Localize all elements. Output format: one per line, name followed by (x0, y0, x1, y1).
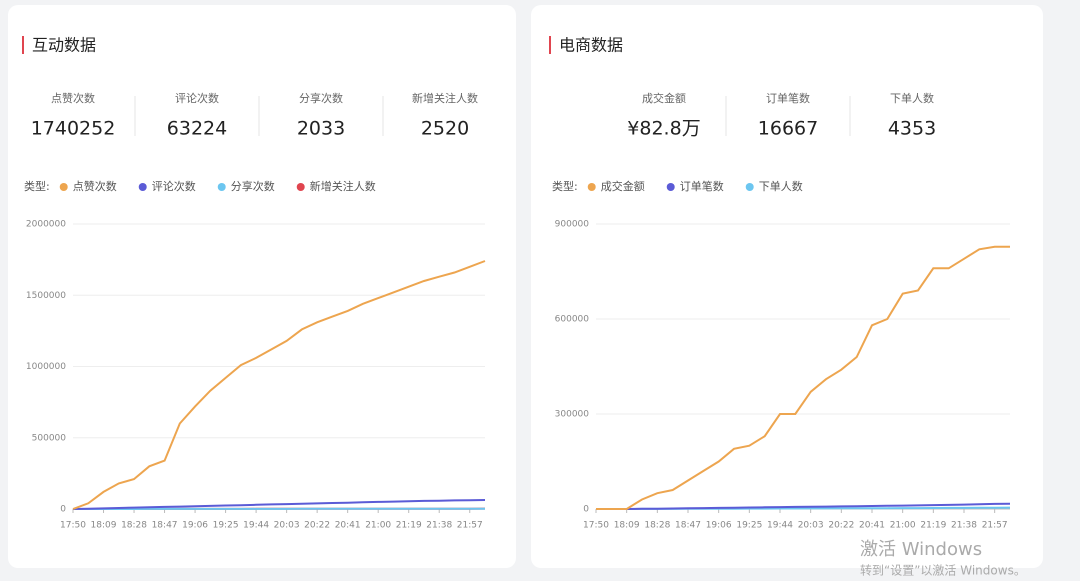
title-bar (549, 36, 551, 54)
watermark-title: 激活 Windows (860, 539, 982, 560)
x-tick-label: 17:50 (583, 521, 609, 531)
legend-swatch (296, 183, 305, 191)
x-tick-label: 20:03 (798, 521, 824, 531)
stat-label: 点赞次数 (51, 91, 95, 105)
x-tick-label: 21:19 (396, 521, 422, 531)
watermark-subtitle: 转到“设置”以激活 Windows。 (860, 563, 1026, 578)
x-tick-label: 17:50 (60, 521, 86, 531)
legend-swatch (745, 183, 754, 191)
x-tick-label: 19:25 (213, 521, 239, 531)
y-tick-label: 0 (583, 505, 589, 515)
stat-label: 新增关注人数 (412, 91, 478, 105)
card (8, 5, 516, 568)
legend-label: 成交金额 (601, 179, 645, 193)
stat-value: 63224 (167, 118, 227, 140)
card-title: 电商数据 (559, 36, 623, 55)
y-tick-label: 0 (60, 505, 66, 515)
line (596, 502, 1011, 510)
title-bar (22, 36, 24, 54)
stat-value: 2033 (297, 118, 345, 140)
y-tick-label: 1000000 (26, 362, 66, 372)
y-tick-label: 300000 (555, 410, 590, 420)
x-tick-label: 20:22 (304, 521, 330, 531)
legend-swatch (59, 183, 68, 191)
legend-label: 评论次数 (152, 179, 196, 193)
x-tick-label: 21:57 (457, 521, 483, 531)
y-tick-label: 2000000 (26, 220, 66, 230)
x-tick-label: 21:38 (951, 521, 977, 531)
stat-value: 2520 (421, 118, 469, 140)
line (596, 245, 1010, 510)
legend-title: 类型: (552, 179, 578, 193)
x-tick-label: 18:28 (644, 521, 670, 531)
legend-label: 订单笔数 (680, 179, 724, 193)
x-tick-label: 20:41 (335, 521, 361, 531)
legend-swatch (587, 183, 596, 191)
stat-label: 分享次数 (299, 91, 343, 105)
y-tick-label: 600000 (555, 315, 590, 325)
x-tick-label: 20:22 (828, 521, 854, 531)
x-tick-label: 18:47 (152, 521, 178, 531)
x-tick-label: 18:47 (675, 521, 701, 531)
card-title: 互动数据 (32, 36, 96, 55)
legend-label: 点赞次数 (73, 179, 117, 193)
stat-label: 成交金额 (642, 91, 686, 105)
x-tick-label: 21:00 (890, 521, 916, 531)
x-tick-label: 19:06 (182, 521, 208, 531)
x-tick-label: 20:03 (274, 521, 300, 531)
legend-title: 类型: (24, 179, 50, 193)
line (72, 499, 486, 510)
stat-value: 1740252 (31, 118, 116, 140)
stat-value: ¥82.8万 (627, 118, 700, 140)
stat-label: 订单笔数 (766, 91, 810, 105)
legend-swatch (217, 183, 226, 191)
y-tick-label: 500000 (32, 433, 67, 443)
x-tick-label: 19:44 (767, 521, 793, 531)
line (72, 260, 486, 510)
x-tick-label: 21:00 (365, 521, 391, 531)
y-tick-label: 900000 (555, 220, 590, 230)
legend-swatch (666, 183, 675, 191)
x-tick-label: 19:06 (706, 521, 732, 531)
x-tick-label: 18:28 (121, 521, 147, 531)
x-tick-label: 21:19 (920, 521, 946, 531)
stat-value: 4353 (888, 118, 936, 140)
stat-label: 下单人数 (890, 92, 934, 105)
stat-label: 评论次数 (175, 91, 219, 105)
x-tick-label: 20:41 (859, 521, 885, 531)
legend-label: 下单人数 (759, 180, 803, 193)
x-tick-label: 19:25 (736, 521, 762, 531)
x-tick-label: 21:38 (426, 521, 452, 531)
x-tick-label: 18:09 (614, 521, 640, 531)
x-tick-label: 18:09 (91, 521, 117, 531)
stat-value: 16667 (758, 118, 818, 140)
y-tick-label: 1500000 (26, 291, 66, 301)
legend-swatch (138, 183, 147, 191)
card (531, 5, 1043, 568)
x-tick-label: 21:57 (982, 521, 1008, 531)
x-tick-label: 19:44 (243, 521, 269, 531)
legend-label: 分享次数 (231, 179, 275, 193)
legend-label: 新增关注人数 (310, 179, 376, 193)
